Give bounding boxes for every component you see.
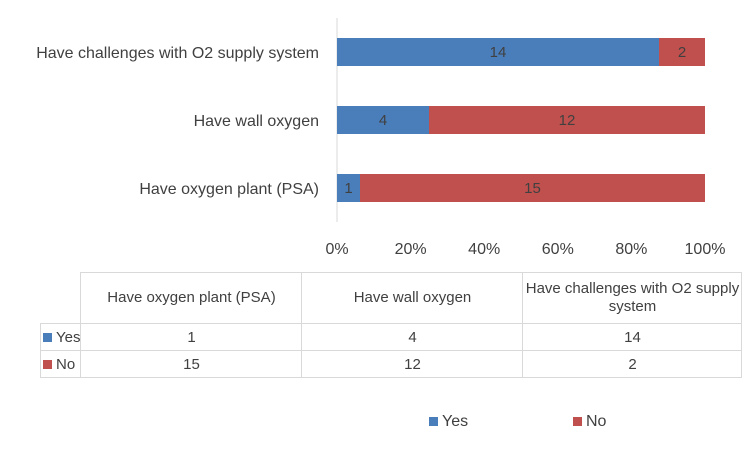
legend-yes-swatch-icon [429,417,438,426]
data-table: Have oxygen plant (PSA) Have wall oxygen… [39,272,743,378]
table-header-wall: Have wall oxygen [301,272,524,324]
table-row-no: No 15 12 2 [39,350,743,378]
data-label: 14 [490,44,507,61]
table-cell: 15 [80,350,303,378]
table-row-label-text: Yes [56,328,81,346]
category-label: Have oxygen plant (PSA) [139,181,319,198]
bar-yes-0 [337,174,360,202]
table-header-psa: Have oxygen plant (PSA) [80,272,303,324]
data-label: 12 [559,112,576,129]
category-label: Have challenges with O2 supply system [36,45,319,62]
x-tick-label: 20% [395,241,427,258]
bar-no-1 [429,106,705,134]
table-row-label-yes: Yes [39,323,82,351]
no-swatch-icon [43,359,52,369]
table-cell: 4 [301,323,524,351]
table-row-label-text: No [56,355,76,373]
data-label: 4 [379,112,387,129]
x-tick-label: 80% [615,241,647,258]
data-label: 2 [678,44,686,61]
legend: Yes No [0,413,750,433]
table-cell: 12 [301,350,524,378]
table-header-challenges: Have challenges with O2 supply system [522,272,743,324]
x-tick-label: 40% [468,241,500,258]
bar-yes-1 [337,106,429,134]
data-label: 15 [524,180,541,197]
x-tick-label: 60% [542,241,574,258]
table-row-label-no: No [39,350,82,378]
legend-item-yes: Yes [429,413,468,431]
legend-no-swatch-icon [573,417,582,426]
table-header-row: Have oxygen plant (PSA) Have wall oxygen… [40,272,743,324]
data-label: 1 [344,180,352,197]
bar-yes-2 [337,38,659,66]
bar-chart: 1 15 Have oxygen plant (PSA) 4 12 Have wall o… [36,18,726,258]
legend-yes-label: Yes [442,413,469,430]
legend-item-no: No [573,413,606,431]
legend-no-label: No [586,413,607,430]
category-label: Have wall oxygen [194,113,319,130]
bar-no-2 [659,38,705,66]
x-tick-label: 100% [685,241,726,258]
bar-no-0 [360,174,705,202]
table-cell: 1 [80,323,303,351]
table-cell: 2 [522,350,743,378]
table-corner [40,272,82,324]
table-cell: 14 [522,323,743,351]
table-row-yes: Yes 1 4 14 [39,323,743,351]
x-tick-label: 0% [325,241,348,258]
yes-swatch-icon [43,332,52,342]
